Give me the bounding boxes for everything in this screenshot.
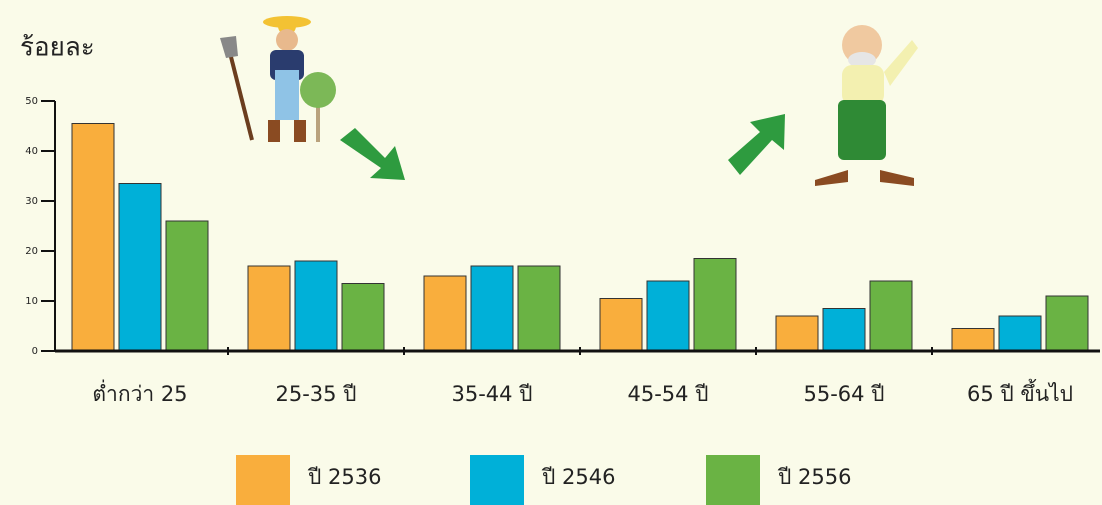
young-farmer	[220, 16, 336, 142]
bar	[423, 275, 467, 352]
y-tick-label: 0	[32, 346, 38, 357]
y-tick-label: 30	[25, 196, 38, 207]
legend-swatch	[706, 455, 760, 505]
x-tick-label: 35-44 ปี	[451, 382, 532, 406]
legend-label: ปี 2556	[777, 465, 851, 489]
bar	[951, 328, 995, 352]
legend-swatch	[470, 455, 524, 505]
arrow-down	[340, 128, 405, 180]
x-tick-label: 45-54 ปี	[627, 382, 708, 406]
bar	[470, 265, 514, 352]
bar	[869, 280, 913, 352]
x-tick-label: 55-64 ปี	[803, 382, 884, 406]
legend-label: ปี 2536	[307, 465, 381, 489]
x-tick-label: 65 ปี ขึ้นไป	[967, 379, 1073, 406]
bar	[1045, 295, 1089, 352]
arrow-up	[728, 114, 785, 175]
y-tick-label: 50	[25, 96, 38, 107]
bar	[341, 283, 385, 352]
bar	[693, 258, 737, 352]
y-tick-label: 10	[25, 296, 38, 307]
legend-swatch	[236, 455, 290, 505]
bar	[165, 220, 209, 352]
y-axis-label: ร้อยละ	[20, 33, 95, 63]
old-farmer	[815, 25, 918, 186]
x-tick-label: ต่ำกว่า 25	[92, 379, 187, 406]
bar	[646, 280, 690, 352]
bar	[775, 315, 819, 352]
bar	[599, 298, 643, 352]
y-tick-label: 20	[25, 246, 38, 257]
x-tick-label: 25-35 ปี	[275, 382, 356, 406]
legend-label: ปี 2546	[541, 465, 615, 489]
bar	[118, 183, 162, 352]
bar	[517, 265, 561, 352]
y-tick-label: 40	[25, 146, 38, 157]
bar	[71, 123, 115, 352]
bar	[998, 315, 1042, 352]
bar	[247, 265, 291, 352]
bar	[822, 308, 866, 352]
bar	[294, 260, 338, 352]
